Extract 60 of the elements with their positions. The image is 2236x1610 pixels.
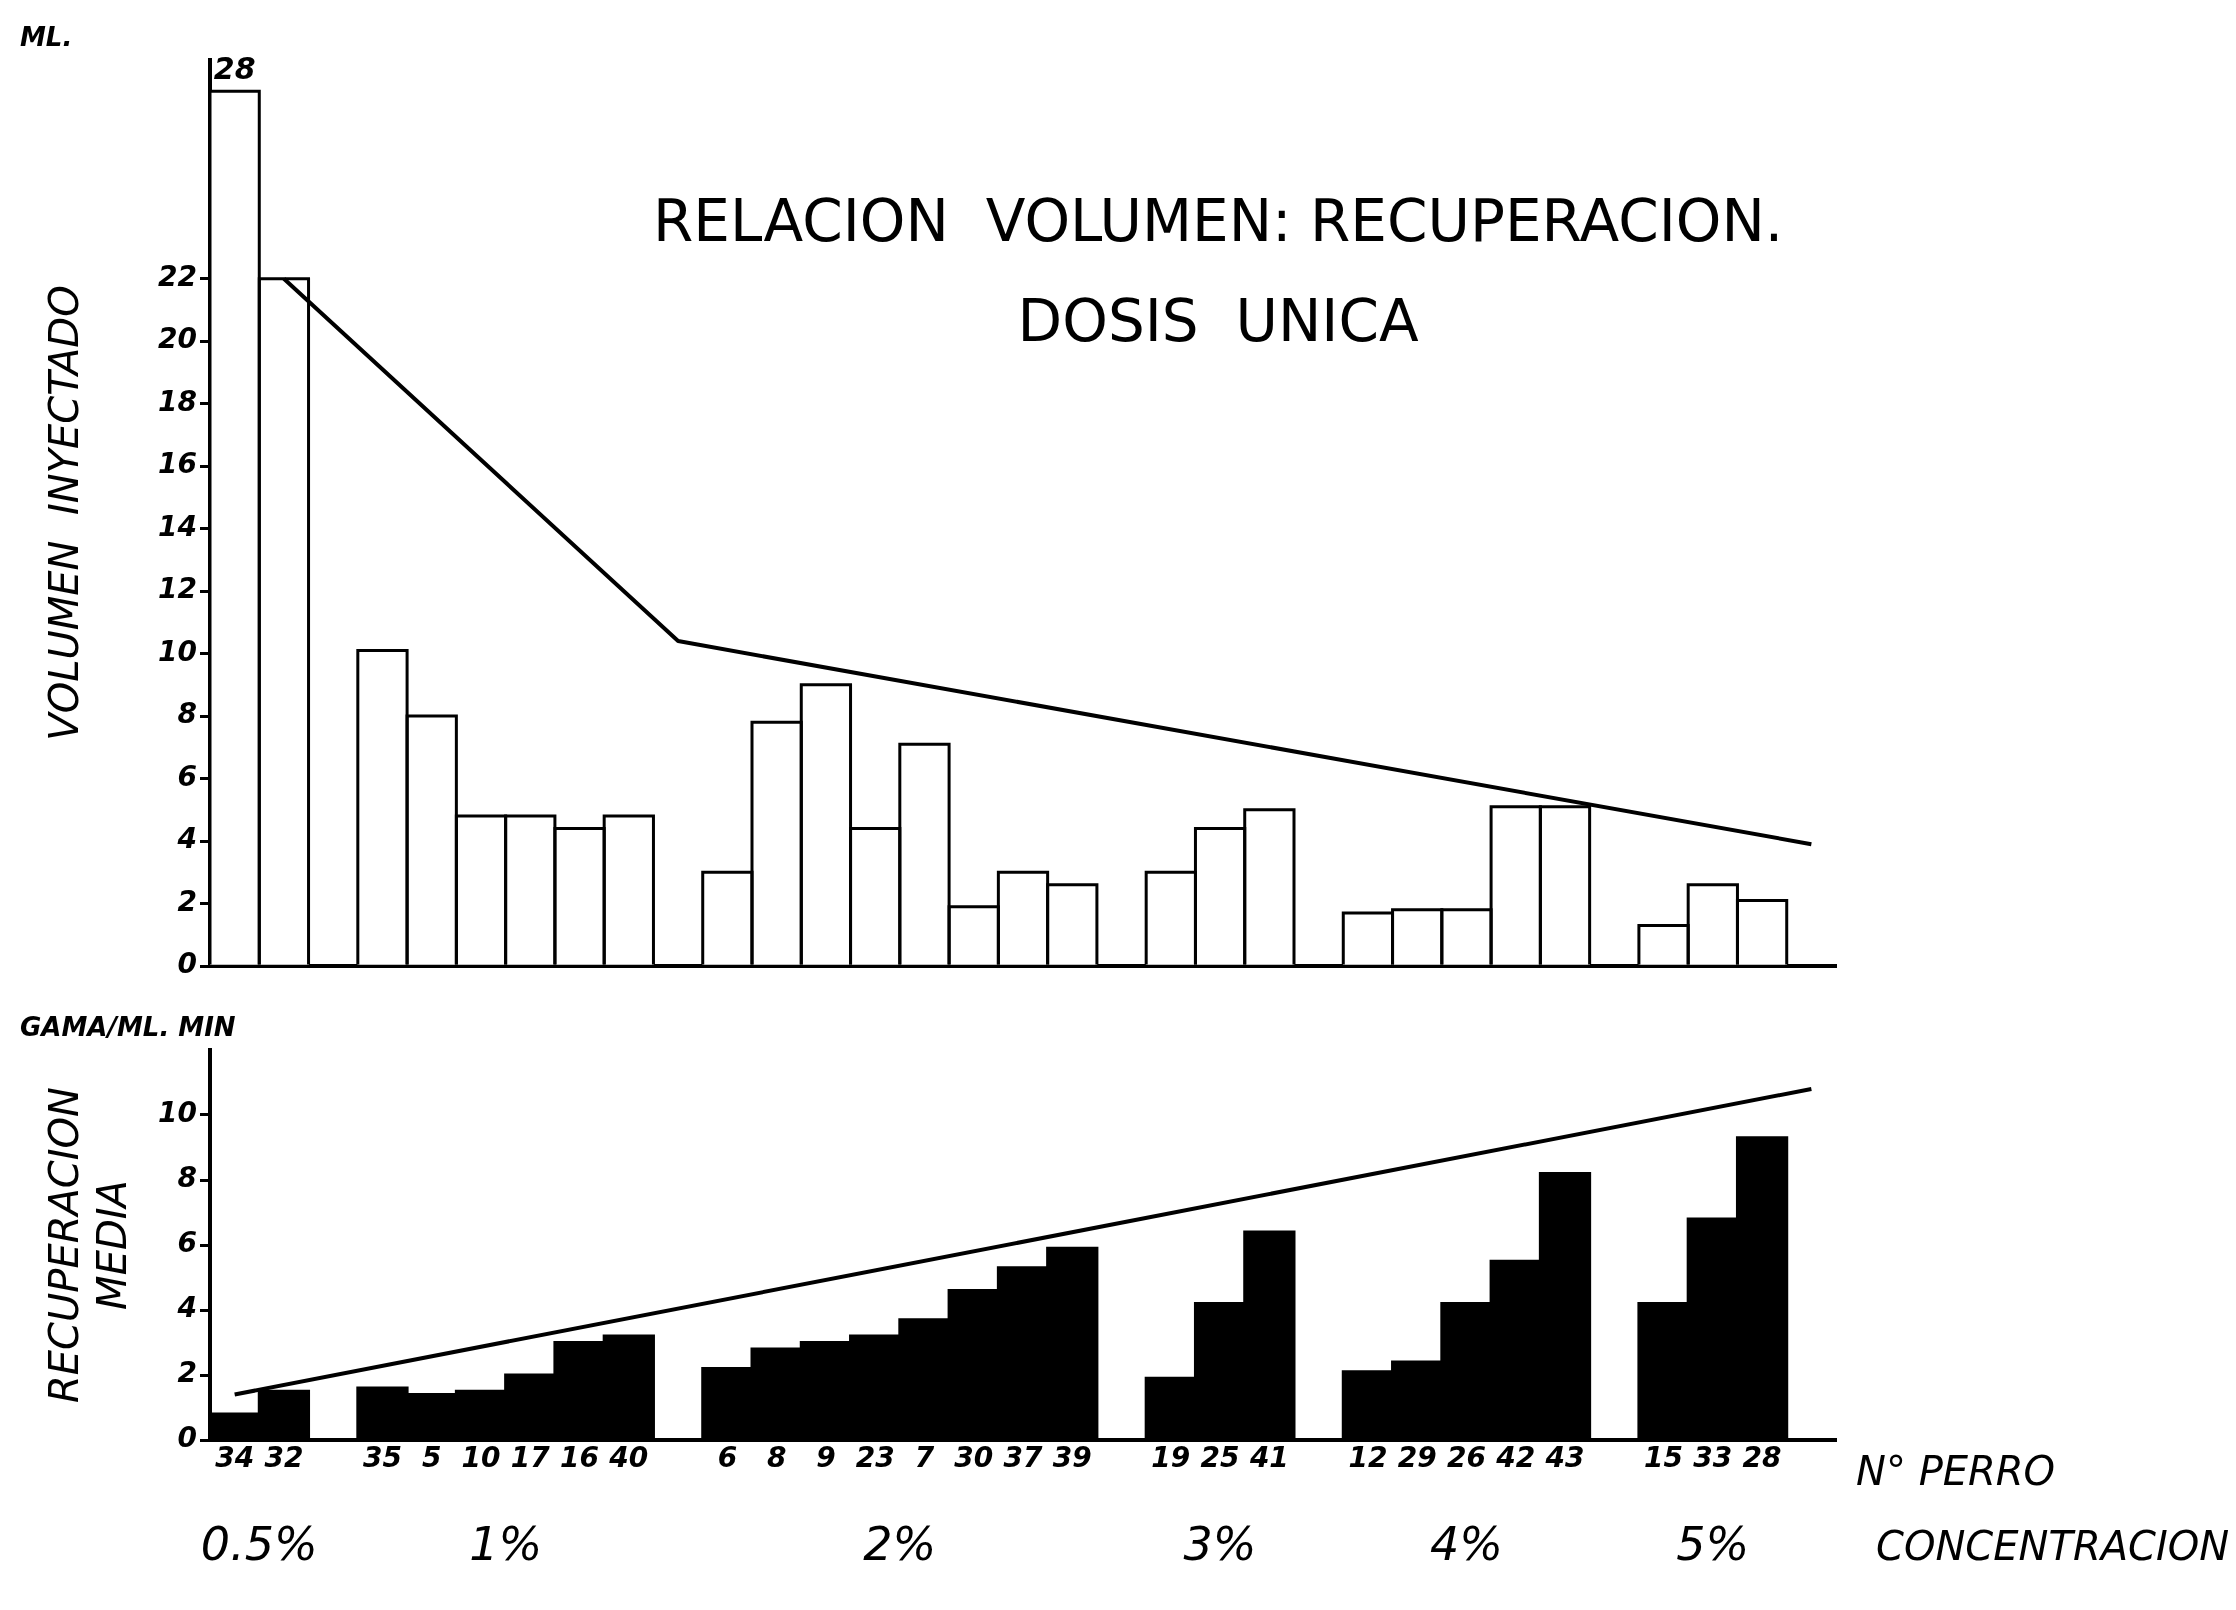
y-tick-label: 8 [177, 697, 197, 731]
text: 4% [1429, 1517, 1503, 1571]
x-tick-label: 43 [1544, 1441, 1585, 1475]
x-tick-label: 6 [717, 1441, 738, 1475]
y-tick-label: 22 [158, 259, 197, 293]
y-tick-label: 20 [158, 322, 197, 356]
x-axis-title: N° PERRO [1856, 1448, 2056, 1494]
y-tick-label: 2 [177, 1356, 197, 1390]
x-tick-label: 39 [1052, 1441, 1092, 1475]
y-tick-label: 18 [158, 384, 197, 418]
text: 3% [1183, 1517, 1257, 1571]
x-tick-label: 42 [1495, 1441, 1536, 1475]
text: 1% [469, 1517, 543, 1571]
x-tick-label: 33 [1693, 1441, 1733, 1475]
x-tick-label: 34 [215, 1441, 255, 1475]
text: 0.5% [200, 1517, 318, 1571]
x-tick-label: 25 [1200, 1441, 1240, 1475]
y-tick-label: 0 [177, 1421, 197, 1455]
text: CONCENTRACION [1876, 1523, 2230, 1569]
y-tick-label: 0 [177, 947, 197, 981]
x-tick-label: 12 [1348, 1441, 1388, 1475]
y-axis-title: RECUPERACION MEDIA [41, 1087, 136, 1403]
x-tick-label: 7 [914, 1441, 935, 1475]
x-tick-label: 15 [1644, 1441, 1684, 1475]
y-tick-label: 6 [177, 759, 197, 793]
x-tick-label: 5 [421, 1441, 442, 1475]
x-tick-label: 37 [1003, 1441, 1043, 1475]
y-tick-label: 12 [158, 572, 197, 606]
x-tick-label: 16 [560, 1441, 600, 1475]
x-tick-label: 9 [816, 1441, 836, 1475]
x-tick-label: 19 [1151, 1441, 1191, 1475]
x-tick-label: 17 [510, 1441, 551, 1475]
y-tick-label: 4 [176, 1291, 197, 1325]
y-tick-label: 4 [176, 822, 197, 856]
text: 5% [1676, 1517, 1750, 1571]
x-tick-label: 10 [461, 1441, 501, 1475]
y-tick-label: 2 [177, 884, 197, 918]
x-tick-label: 26 [1446, 1441, 1486, 1475]
y-tick-label: 6 [177, 1226, 197, 1260]
x-tick-label: 41 [1248, 1441, 1289, 1475]
y-tick-label: 16 [158, 447, 197, 481]
text: ML. [20, 22, 73, 52]
x-tick-label: 8 [766, 1441, 787, 1475]
x-tick-label: 40 [608, 1441, 649, 1475]
y-tick-label: 14 [158, 509, 197, 543]
x-tick-label: 35 [362, 1441, 402, 1475]
x-tick-label: 28 [1742, 1441, 1782, 1475]
x-tick-label: 23 [855, 1441, 895, 1475]
x-tick-label: 29 [1397, 1441, 1437, 1475]
x-tick-label: 30 [954, 1441, 994, 1475]
data-label: 28 [213, 51, 256, 87]
y-tick-label: 10 [158, 1096, 197, 1130]
y-axis-title: VOLUMEN INYECTADO [41, 285, 88, 741]
x-tick-label: 32 [264, 1441, 304, 1475]
text: RELACION VOLUMEN: RECUPERACION. [653, 187, 1784, 256]
text: 2% [863, 1517, 937, 1571]
y-tick-label: 10 [158, 634, 197, 668]
text: DOSIS UNICA [1017, 286, 1419, 355]
y-tick-label: 8 [177, 1161, 197, 1195]
text: GAMA/ML. MIN [20, 1012, 236, 1042]
